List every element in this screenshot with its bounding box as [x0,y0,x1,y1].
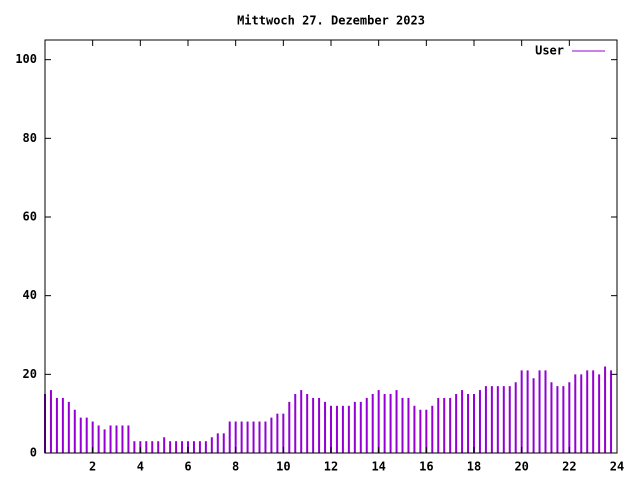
y-tick-label: 100 [15,52,37,66]
x-tick-label: 20 [514,460,528,474]
x-tick-label: 22 [562,460,576,474]
y-tick-label: 20 [23,367,37,381]
plot-frame [44,39,618,454]
y-tick-label: 0 [30,446,37,460]
x-tick-label: 2 [89,460,96,474]
chart-title: Mittwoch 27. Dezember 2023 [237,14,425,28]
x-tick-label: 10 [276,460,290,474]
x-tick-label: 12 [324,460,338,474]
x-tick-label: 8 [232,460,239,474]
x-tick-label: 6 [184,460,191,474]
x-tick-label: 24 [610,460,624,474]
x-tick-label: 4 [137,460,144,474]
x-tick-label: 14 [371,460,385,474]
x-tick-label: 16 [419,460,433,474]
y-tick-label: 60 [23,210,37,224]
y-tick-label: 40 [23,288,37,302]
y-tick-label: 80 [23,131,37,145]
legend-label: User [535,44,564,58]
x-tick-label: 18 [467,460,481,474]
